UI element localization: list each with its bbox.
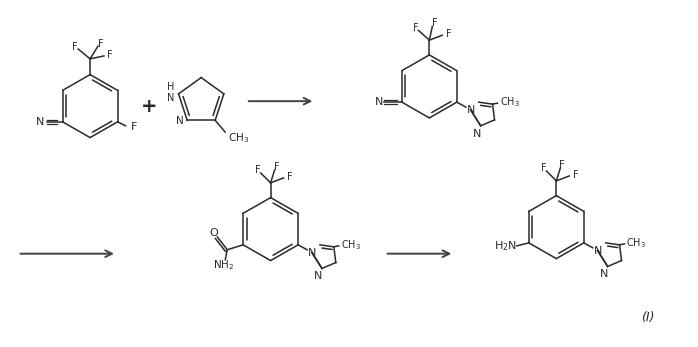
Text: CH$_3$: CH$_3$ (341, 238, 361, 252)
Text: F: F (274, 162, 279, 172)
Text: N: N (593, 246, 602, 256)
Text: F: F (560, 160, 565, 170)
Text: N: N (466, 105, 475, 115)
Text: CH$_3$: CH$_3$ (500, 95, 519, 109)
Text: F: F (573, 170, 579, 180)
Text: F: F (255, 165, 260, 175)
Text: F: F (288, 172, 293, 182)
Text: CH$_3$: CH$_3$ (228, 131, 249, 145)
Text: N: N (36, 117, 44, 127)
Text: (I): (I) (641, 311, 654, 324)
Text: F: F (431, 18, 437, 28)
Text: F: F (98, 39, 104, 49)
Text: F: F (446, 29, 452, 39)
Text: N: N (177, 116, 184, 126)
Text: N: N (314, 271, 322, 281)
Text: F: F (73, 42, 78, 52)
Text: F: F (541, 163, 547, 173)
Text: F: F (131, 122, 137, 132)
Text: N: N (600, 269, 608, 279)
Text: NH$_2$: NH$_2$ (213, 259, 234, 272)
Text: F: F (413, 23, 418, 33)
Text: N: N (375, 97, 383, 107)
Text: F: F (107, 50, 112, 60)
Text: H
N: H N (167, 83, 174, 103)
Text: N: N (473, 129, 481, 139)
Text: H$_2$N: H$_2$N (493, 239, 517, 253)
Text: N: N (308, 248, 316, 258)
Text: O: O (209, 228, 218, 238)
Text: CH$_3$: CH$_3$ (627, 236, 646, 250)
Text: +: + (142, 96, 158, 116)
